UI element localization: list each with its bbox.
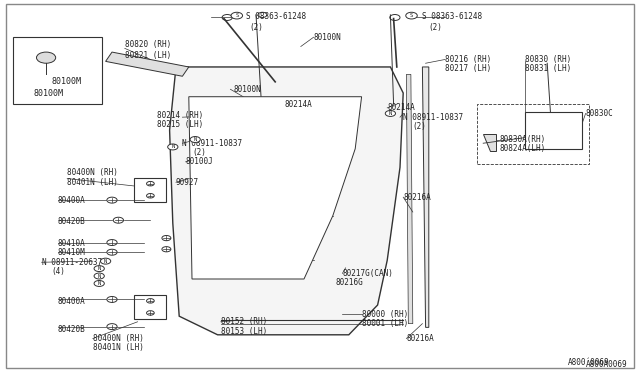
Polygon shape [106, 52, 189, 76]
Text: 80214A: 80214A [387, 103, 415, 112]
Text: 80100N: 80100N [314, 33, 341, 42]
Text: 80152 (RH): 80152 (RH) [221, 317, 267, 326]
Text: 90927: 90927 [176, 178, 199, 187]
Circle shape [107, 240, 117, 246]
Circle shape [100, 258, 111, 264]
Circle shape [36, 52, 56, 63]
Circle shape [388, 102, 396, 106]
Text: (2): (2) [429, 23, 443, 32]
Text: 80100J: 80100J [186, 157, 213, 166]
Text: 80400A: 80400A [58, 196, 85, 205]
Text: 80831 (LH): 80831 (LH) [525, 64, 571, 73]
Text: 80400N (RH): 80400N (RH) [93, 334, 143, 343]
Text: 80410A: 80410A [58, 239, 85, 248]
Bar [134, 295, 166, 319]
Text: N: N [104, 259, 108, 264]
Text: 80410M: 80410M [58, 248, 85, 257]
Text: 80824A(LH): 80824A(LH) [499, 144, 545, 153]
Text: 80830C: 80830C [586, 109, 613, 118]
Circle shape [113, 217, 124, 223]
Circle shape [147, 311, 154, 315]
Circle shape [94, 273, 104, 279]
Text: 80420B: 80420B [58, 217, 85, 226]
Text: 80100M: 80100M [33, 89, 63, 97]
Text: N: N [388, 111, 392, 116]
Circle shape [406, 12, 417, 19]
Polygon shape [422, 67, 429, 327]
Circle shape [168, 144, 178, 150]
Bar [525, 112, 582, 149]
Text: 80217G(CAN): 80217G(CAN) [342, 269, 393, 278]
Circle shape [258, 12, 267, 17]
Text: 80820 (RH): 80820 (RH) [125, 40, 171, 49]
Circle shape [190, 137, 200, 142]
Text: N: N [97, 281, 101, 286]
Text: N: N [193, 137, 197, 142]
Text: (2): (2) [250, 23, 264, 32]
Circle shape [162, 247, 171, 252]
Circle shape [107, 296, 117, 302]
Text: 80214 (RH): 80214 (RH) [157, 111, 203, 120]
Circle shape [147, 182, 154, 186]
Text: 80214A: 80214A [285, 100, 312, 109]
Circle shape [390, 15, 400, 20]
Text: A800´0069: A800´0069 [568, 358, 610, 367]
Polygon shape [406, 74, 413, 324]
Circle shape [147, 193, 154, 198]
Text: N 08911-20637: N 08911-20637 [42, 258, 102, 267]
Text: S: S [410, 13, 413, 18]
Polygon shape [483, 134, 496, 151]
Circle shape [385, 110, 396, 116]
Text: 80401N (LH): 80401N (LH) [67, 178, 118, 187]
Circle shape [107, 324, 117, 330]
Circle shape [107, 197, 117, 203]
Text: (2): (2) [192, 148, 206, 157]
Circle shape [94, 280, 104, 286]
Text: 80830 (RH): 80830 (RH) [525, 55, 571, 64]
Text: 80821 (LH): 80821 (LH) [125, 51, 171, 60]
Text: 80216A: 80216A [403, 193, 431, 202]
Text: 80217 (LH): 80217 (LH) [445, 64, 491, 73]
Circle shape [147, 299, 154, 303]
Text: S 08363-61248: S 08363-61248 [246, 12, 307, 21]
Circle shape [222, 15, 232, 20]
Polygon shape [170, 67, 403, 335]
Text: 80400N (RH): 80400N (RH) [67, 169, 118, 177]
Text: N 08911-10837: N 08911-10837 [403, 113, 463, 122]
Bar [13, 37, 102, 104]
Text: 80153 (LH): 80153 (LH) [221, 327, 267, 336]
Text: A800A0069: A800A0069 [586, 360, 627, 369]
Text: N: N [171, 144, 175, 150]
Text: 80400A: 80400A [58, 297, 85, 306]
Text: 80216G: 80216G [336, 278, 364, 287]
Text: 80000 (RH): 80000 (RH) [362, 310, 408, 319]
Circle shape [107, 249, 117, 255]
Text: 80216 (RH): 80216 (RH) [445, 55, 491, 64]
Text: 80215 (LH): 80215 (LH) [157, 120, 203, 129]
Text: (2): (2) [413, 122, 427, 131]
Polygon shape [189, 97, 362, 279]
Text: 80100N: 80100N [234, 85, 261, 94]
Circle shape [162, 235, 171, 241]
Text: (4): (4) [51, 267, 65, 276]
Text: N: N [97, 266, 101, 271]
Text: N 08911-10837: N 08911-10837 [182, 139, 243, 148]
Circle shape [94, 266, 104, 272]
Circle shape [259, 117, 266, 121]
Text: 80401N (LH): 80401N (LH) [93, 343, 143, 352]
Bar [477, 104, 589, 164]
Text: S 08363-61248: S 08363-61248 [422, 12, 483, 21]
Text: S: S [235, 13, 239, 18]
Text: 80001 (LH): 80001 (LH) [362, 319, 408, 328]
Circle shape [552, 137, 562, 142]
Text: 80420B: 80420B [58, 325, 85, 334]
Bar [134, 178, 166, 202]
Text: 80830A(RH): 80830A(RH) [499, 135, 545, 144]
Text: N: N [97, 273, 101, 279]
Text: 80100M: 80100M [51, 77, 81, 86]
Circle shape [231, 12, 243, 19]
Circle shape [271, 79, 280, 84]
Text: 80216A: 80216A [406, 334, 434, 343]
